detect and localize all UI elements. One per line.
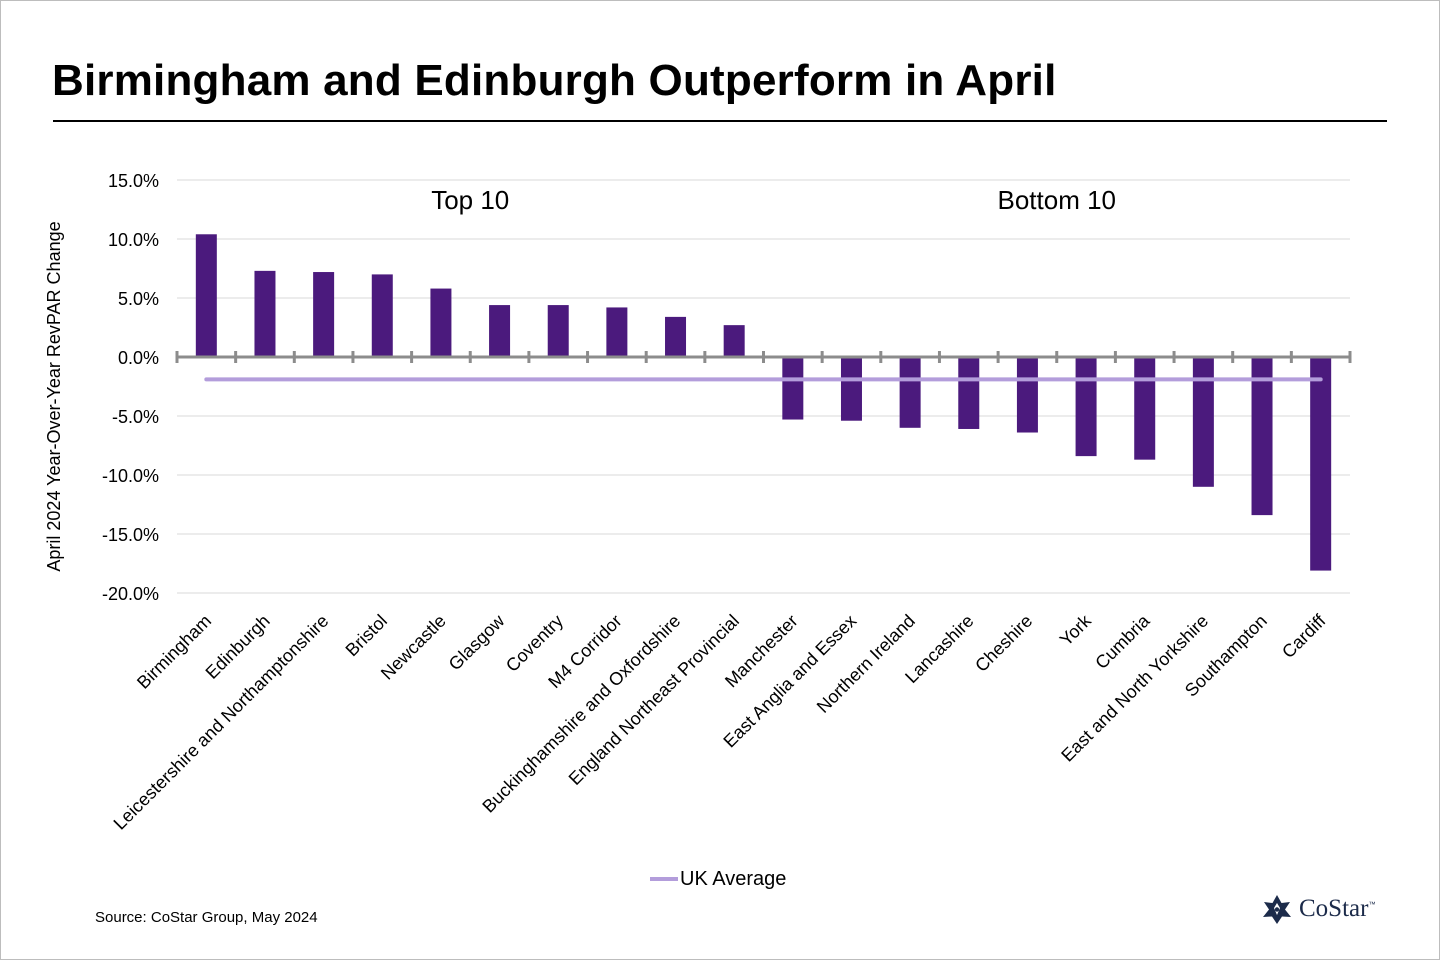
bar (840, 357, 862, 421)
y-tick-label: 0.0% (118, 348, 159, 368)
bar (1016, 357, 1038, 433)
title-divider (53, 120, 1387, 122)
bar (723, 325, 745, 357)
page-title: Birmingham and Edinburgh Outperform in A… (52, 56, 1057, 105)
x-category-label: Leicestershire and Northamptonshire (110, 611, 333, 834)
bar (606, 307, 628, 357)
bar (782, 357, 804, 420)
costar-star-logo-icon (1263, 895, 1291, 924)
logo-wordmark: CoStar™ (1299, 895, 1375, 923)
x-category-label: Cheshire (971, 611, 1036, 676)
bar (489, 305, 511, 357)
x-category-label: Bristol (342, 611, 392, 661)
bar (1310, 357, 1332, 571)
x-category-label: York (1056, 610, 1096, 650)
bar (958, 357, 980, 429)
x-category-label: Cardiff (1278, 610, 1330, 662)
legend-line-swatch (650, 877, 678, 881)
logo-trademark: ™ (1368, 901, 1376, 909)
y-tick-label: 5.0% (118, 289, 159, 309)
bar (1075, 357, 1097, 457)
group-label-top-10: Top 10 (431, 185, 509, 215)
chart-legend: UK Average (650, 866, 786, 892)
bar (1251, 357, 1273, 516)
y-tick-label: 15.0% (108, 171, 159, 191)
source-note: Source: CoStar Group, May 2024 (95, 909, 318, 926)
bar (547, 305, 569, 357)
bar (313, 272, 335, 357)
bar (665, 316, 687, 357)
logo-name: CoStar (1299, 895, 1369, 922)
y-axis-title: April 2024 Year-Over-Year RevPAR Change (44, 221, 64, 571)
x-category-label: Glasgow (445, 610, 509, 674)
bar (899, 357, 921, 428)
x-category-label: Birmingham (133, 611, 215, 693)
legend-label: UK Average (680, 867, 787, 890)
bar (1192, 357, 1214, 487)
y-tick-label: -10.0% (102, 466, 159, 486)
costar-logo: CoStar™ (1260, 893, 1375, 925)
y-tick-label: -15.0% (102, 525, 159, 545)
group-label-bottom-10: Bottom 10 (997, 185, 1116, 215)
bar (254, 270, 276, 357)
bar (371, 274, 393, 357)
x-category-label: Northern Ireland (813, 611, 919, 717)
bar (430, 288, 452, 357)
bar (195, 234, 217, 357)
y-tick-label: -5.0% (112, 407, 159, 427)
y-tick-label: 10.0% (108, 230, 159, 250)
y-tick-label: -20.0% (102, 584, 159, 604)
bar (1134, 357, 1156, 460)
